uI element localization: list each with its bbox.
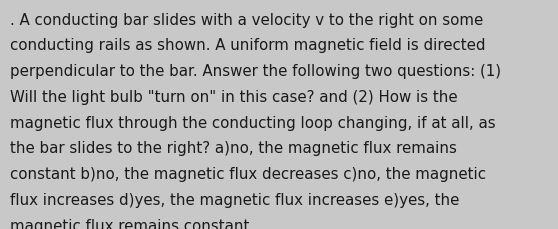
Text: perpendicular to the bar. Answer the following two questions: (1): perpendicular to the bar. Answer the fol… [10, 64, 501, 79]
Text: constant b)no, the magnetic flux decreases c)no, the magnetic: constant b)no, the magnetic flux decreas… [10, 166, 486, 181]
Text: . A conducting bar slides with a velocity v to the right on some: . A conducting bar slides with a velocit… [10, 13, 483, 27]
Text: Will the light bulb "turn on" in this case? and (2) How is the: Will the light bulb "turn on" in this ca… [10, 90, 458, 104]
Text: the bar slides to the right? a)no, the magnetic flux remains: the bar slides to the right? a)no, the m… [10, 141, 457, 156]
Text: flux increases d)yes, the magnetic flux increases e)yes, the: flux increases d)yes, the magnetic flux … [10, 192, 459, 207]
Text: magnetic flux through the conducting loop changing, if at all, as: magnetic flux through the conducting loo… [10, 115, 496, 130]
Text: magnetic flux remains constant: magnetic flux remains constant [10, 218, 249, 229]
Text: conducting rails as shown. A uniform magnetic field is directed: conducting rails as shown. A uniform mag… [10, 38, 485, 53]
